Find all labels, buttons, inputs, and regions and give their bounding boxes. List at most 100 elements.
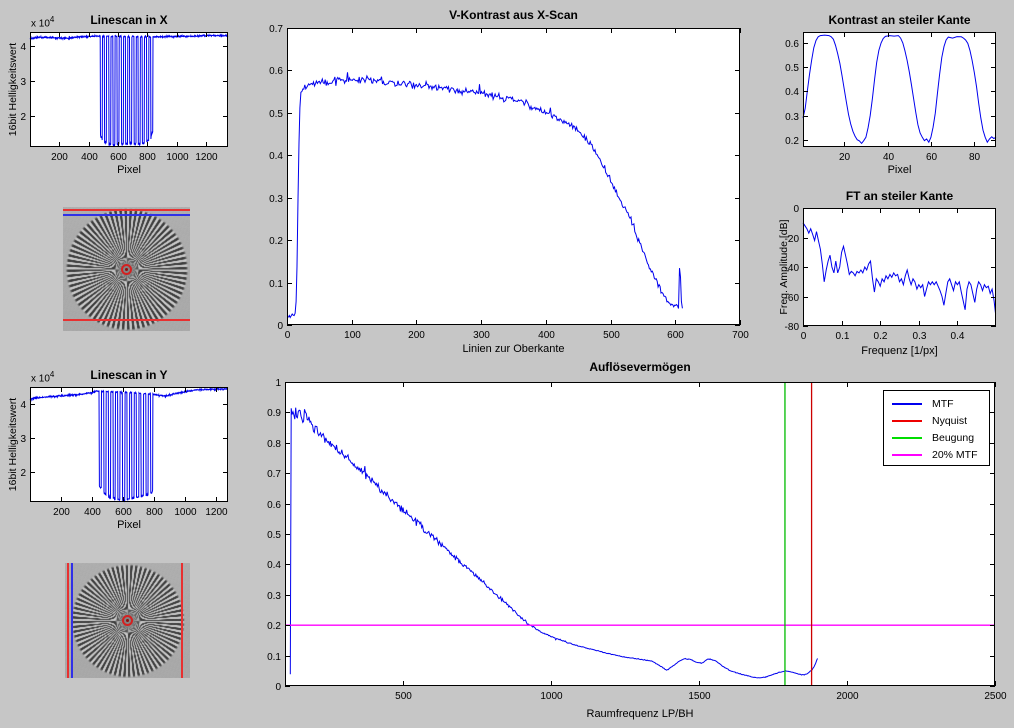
x-tick-label: 400 <box>538 330 555 341</box>
y-tick-label: 0 <box>793 204 799 215</box>
y-tick-label: 0.7 <box>267 469 281 480</box>
title-kontrast-kante: Kontrast an steiler Kante <box>828 13 971 27</box>
plot-area-v-kontrast: 0 100 200 300 400 500 600 700 0 0.1 0.2 0.3 0.4 0.5 0.… <box>269 24 749 341</box>
x-tick-label: 80 <box>969 152 981 163</box>
x-tick-label: 1000 <box>166 152 189 163</box>
data-line-linescan-x <box>29 33 229 147</box>
xlabel-kontrast-kante: Pixel <box>887 164 912 176</box>
y-tick-label: -20 <box>785 234 800 245</box>
plot-kontrast-kante: 20 40 60 80 0.2 0.3 0.4 0.5 0.6 <box>785 32 997 163</box>
title-ft-kante: FT an steiler Kante <box>845 189 954 203</box>
legend-label-mtf: MTF <box>932 397 954 410</box>
data-line-linescan-y <box>29 386 229 503</box>
legend-line-sample-beugung <box>892 436 922 439</box>
x-tick-label: 1000 <box>174 507 197 518</box>
legend-line-sample-mtf <box>892 402 922 405</box>
x-tick-label: 0 <box>801 331 807 342</box>
y-tick-label: -40 <box>785 263 800 274</box>
scanline-left-blue <box>71 563 74 678</box>
axes-frame <box>30 32 228 147</box>
y-tick-label: 0.3 <box>785 112 799 123</box>
y-tick-label: 0.4 <box>785 87 799 98</box>
y-tick-label: 0.7 <box>269 24 283 35</box>
x-tick-label: 0.4 <box>951 331 965 342</box>
y-tick-label: 3 <box>20 77 26 88</box>
data-line-aufloesevermoegen <box>289 407 818 679</box>
y-tick-label: 0.6 <box>269 66 283 77</box>
plot-area-linescan-x: 200 400 600 800 1000 1200 2 3 4 <box>20 32 229 163</box>
y-tick-label: 4 <box>20 400 26 411</box>
x-tick-label: 0.1 <box>836 331 850 342</box>
x-tick-label: 200 <box>408 330 425 341</box>
y-tick-label: 2 <box>20 468 26 479</box>
axes-frame <box>803 32 996 147</box>
y-exponent-label-linescan-y: x 104 <box>31 370 54 384</box>
center-marker-ring <box>121 263 132 275</box>
x-tick-label: 800 <box>139 152 156 163</box>
legend-label-nyquist: Nyquist <box>932 414 968 427</box>
x-tick-label: 1500 <box>688 691 711 702</box>
plot-aufloesevermoegen: 500 1000 1500 2000 2500 0 0.1 0.2 0.3 0.4 0.5 0.6 0.… <box>267 378 1007 702</box>
y-tick-label: 0.3 <box>267 591 281 602</box>
title-v-kontrast: V-Kontrast aus X-Scan <box>449 8 578 22</box>
x-tick-label: 60 <box>926 152 938 163</box>
x-tick-label: 700 <box>732 330 749 341</box>
data-line-ft-kante <box>802 222 997 315</box>
y-tick-label: 0.5 <box>267 530 281 541</box>
ylabel-linescan-y: 16bit Helligkeitswert <box>7 397 19 492</box>
y-tick-label: 4 <box>20 42 26 53</box>
siemens-star-image-x <box>63 207 190 331</box>
y-tick-label: 0.6 <box>785 39 799 50</box>
exp-power: 4 <box>49 370 55 379</box>
y-tick-label: 0.2 <box>267 621 281 632</box>
y-tick-label: -60 <box>785 293 800 304</box>
y-tick-label: 0.3 <box>269 194 283 205</box>
x-tick-label: 1200 <box>195 152 218 163</box>
center-marker-dot <box>126 619 129 622</box>
x-tick-label: 600 <box>115 507 132 518</box>
y-tick-label: 0.8 <box>267 439 281 450</box>
center-marker-ring <box>122 615 133 626</box>
y-tick-label: 0 <box>275 682 281 693</box>
x-tick-label: 200 <box>53 507 70 518</box>
plot-linescan-y: 200 400 600 800 1000 1200 2 3 4 <box>20 386 229 518</box>
legend-entry-nyquist: Nyquist <box>884 412 989 429</box>
siemens-star-image-y <box>65 563 190 678</box>
data-line-kontrast-kante <box>802 34 997 145</box>
x-tick-label: 0 <box>285 330 291 341</box>
y-tick-label: 0.1 <box>269 279 283 290</box>
data-line-v-kontrast <box>287 72 683 319</box>
legend-label-beugung: Beugung <box>932 431 975 444</box>
x-tick-label: 600 <box>110 152 127 163</box>
axes-frame <box>287 28 740 325</box>
plot-v-kontrast: 0 100 200 300 400 500 600 700 0 0.1 0.2 0.3 0.4 0.5 0.… <box>269 24 749 341</box>
y-tick-label: 0.2 <box>785 136 799 147</box>
x-tick-label: 20 <box>839 152 851 163</box>
ylabel-linescan-x: 16bit Helligkeitswert <box>7 42 19 137</box>
x-tick-label: 2500 <box>984 691 1007 702</box>
scanline-top-blue <box>63 213 190 216</box>
plot-linescan-x: 200 400 600 800 1000 1200 2 3 4 <box>20 32 229 163</box>
xlabel-v-kontrast: Linien zur Oberkante <box>462 343 565 355</box>
title-linescan-x: Linescan in X <box>90 13 168 27</box>
y-tick-label: 2 <box>20 112 26 123</box>
title-aufloesevermoegen: Auflösevermögen <box>589 360 691 374</box>
legend-line-sample-nyquist <box>892 419 922 422</box>
title-linescan-y: Linescan in Y <box>90 368 168 382</box>
xlabel-aufloesevermoegen: Raumfrequenz LP/BH <box>586 708 694 720</box>
y-tick-label: 0.4 <box>267 560 281 571</box>
x-tick-label: 2000 <box>836 691 859 702</box>
tick-marks <box>803 32 996 147</box>
axes-frame <box>285 382 995 686</box>
mtf-legend: MTF Nyquist Beugung 20% MTF <box>883 390 990 466</box>
x-tick-label: 0.2 <box>874 331 888 342</box>
y-tick-label: 0.6 <box>267 500 281 511</box>
plot-ft-kante: 0 0.1 0.2 0.3 0.4 0 -20 -40 -60 -80 <box>785 204 997 342</box>
y-tick-label: 0.1 <box>267 652 281 663</box>
axes-frame <box>30 387 228 502</box>
legend-entry-20-mtf: 20% MTF <box>884 446 989 463</box>
plot-area-kontrast-kante: 20 40 60 80 0.2 0.3 0.4 0.5 0.6 <box>785 32 997 163</box>
xlabel-ft-kante: Frequenz [1/px] <box>861 345 938 357</box>
scanline-right-red <box>180 563 183 678</box>
